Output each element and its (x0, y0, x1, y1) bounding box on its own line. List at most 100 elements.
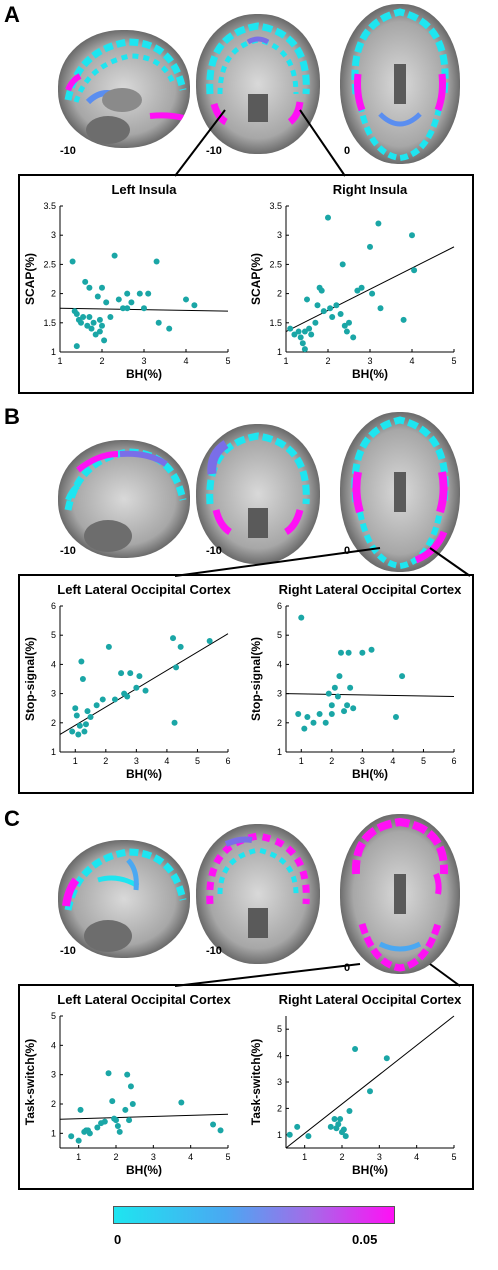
data-point (331, 1115, 338, 1122)
data-point (124, 305, 131, 312)
data-point (81, 728, 88, 735)
sagittal-slice-c (58, 840, 190, 958)
data-point (368, 646, 375, 653)
fit-line (59, 1113, 229, 1120)
data-point (343, 328, 350, 335)
fit-line (59, 633, 229, 735)
panel-letter-a: A (4, 2, 20, 27)
data-point (82, 278, 89, 285)
data-point (118, 670, 125, 677)
data-point (73, 311, 80, 318)
data-point (299, 340, 306, 347)
x-tick-label: 2 (103, 756, 108, 766)
plot-title: Right Insula (333, 182, 408, 197)
data-point (177, 643, 184, 650)
plotbox-c: Left Lateral Occipital Cortex 1 2 3 4 5 1 2 3 4 5 B… (18, 984, 474, 1190)
data-point (124, 290, 131, 297)
slice-label-c-1: -10 (60, 945, 76, 957)
x-tick-label: 4 (188, 1152, 193, 1162)
data-point (329, 313, 336, 320)
data-point (94, 1124, 101, 1131)
data-point (155, 319, 162, 326)
x-tick-label: 5 (451, 1152, 456, 1162)
data-point (103, 299, 110, 306)
axial-slice-c (340, 814, 460, 974)
scatter-plot-c-right: Right Lateral Occipital Cortex 1 2 3 4 5 1 2 3 4 5… (249, 992, 462, 1177)
y-tick-label: 1 (277, 347, 282, 357)
data-point (171, 719, 178, 726)
y-tick-label: 1 (277, 1130, 282, 1140)
data-point (308, 331, 315, 338)
data-point (173, 664, 180, 671)
x-tick-label: 3 (141, 356, 146, 366)
data-point (325, 214, 331, 221)
data-point (334, 693, 341, 700)
data-point (105, 1070, 112, 1077)
data-point (301, 328, 308, 335)
data-point (191, 302, 198, 309)
data-point (217, 1127, 224, 1134)
x-axis-label: BH(%) (126, 767, 162, 781)
x-tick-label: 2 (329, 756, 334, 766)
x-tick-label: 3 (151, 1152, 156, 1162)
data-point (310, 719, 317, 726)
y-axis-label: Stop-signal(%) (23, 637, 37, 721)
x-axis-label: BH(%) (352, 767, 388, 781)
data-point (336, 673, 343, 680)
data-point (328, 702, 335, 709)
data-point (298, 614, 305, 621)
data-point (120, 305, 126, 312)
data-point (73, 712, 80, 719)
data-point (78, 319, 84, 326)
x-tick-label: 5 (451, 356, 456, 366)
activation-overlay (351, 416, 449, 570)
data-point (287, 325, 294, 332)
data-point (327, 1123, 334, 1130)
y-tick-label: 3 (51, 230, 56, 240)
data-point (105, 643, 112, 650)
data-point (350, 334, 357, 341)
y-tick-label: 5 (277, 1024, 282, 1034)
y-tick-label: 2 (277, 1103, 282, 1113)
data-point (337, 311, 344, 318)
y-tick-label: 1 (51, 347, 56, 357)
data-point (325, 690, 332, 697)
x-axis-label: BH(%) (352, 1163, 388, 1177)
slice-label-a-2: -10 (206, 145, 222, 157)
data-point (113, 1117, 119, 1124)
scatter-plot-a-right: Right Insula 1 2 3 4 5 1 1.5 2 2.5 3 3.5 BH(%) SCAP(%… (249, 182, 457, 381)
data-point (346, 1108, 353, 1115)
scatter-plot-b-left: Left Lateral Occipital Cortex 1 2 3 4 5 6 1 2 3 4 5… (23, 582, 231, 781)
fit-line (285, 693, 455, 698)
x-tick-label: 1 (76, 1152, 81, 1162)
data-point (400, 316, 407, 323)
data-point (345, 649, 352, 656)
data-point (337, 1115, 344, 1122)
scatter-plot-a-left: Left Insula 1 2 3 4 5 1 1.5 2 2.5 3 3.5 BH(%) SCAP(%) (23, 182, 231, 381)
colorbar-min-label: 0 (114, 1232, 122, 1247)
y-tick-label: 2 (51, 1099, 56, 1109)
data-point (347, 684, 354, 691)
slice-label-c-3: 0 (344, 962, 351, 974)
slice-label-b-2: -10 (206, 545, 222, 557)
y-tick-label: 2 (51, 289, 56, 299)
x-tick-label: 4 (390, 756, 395, 766)
data-point (297, 334, 304, 341)
x-axis-label: BH(%) (126, 1163, 162, 1177)
data-point (142, 687, 149, 694)
data-point (301, 725, 308, 732)
data-point (206, 638, 213, 645)
data-point (346, 319, 352, 326)
activation-overlay (206, 432, 310, 538)
data-point (88, 325, 95, 332)
data-point (183, 296, 189, 303)
data-point (116, 1128, 123, 1135)
data-point (327, 305, 334, 312)
activation-overlay (64, 448, 187, 552)
data-point (127, 670, 134, 677)
x-tick-label: 2 (113, 1152, 118, 1162)
data-point (124, 1071, 131, 1078)
slice-label-b-3: 0 (344, 545, 351, 557)
data-point (77, 1106, 84, 1113)
data-point (291, 331, 298, 338)
